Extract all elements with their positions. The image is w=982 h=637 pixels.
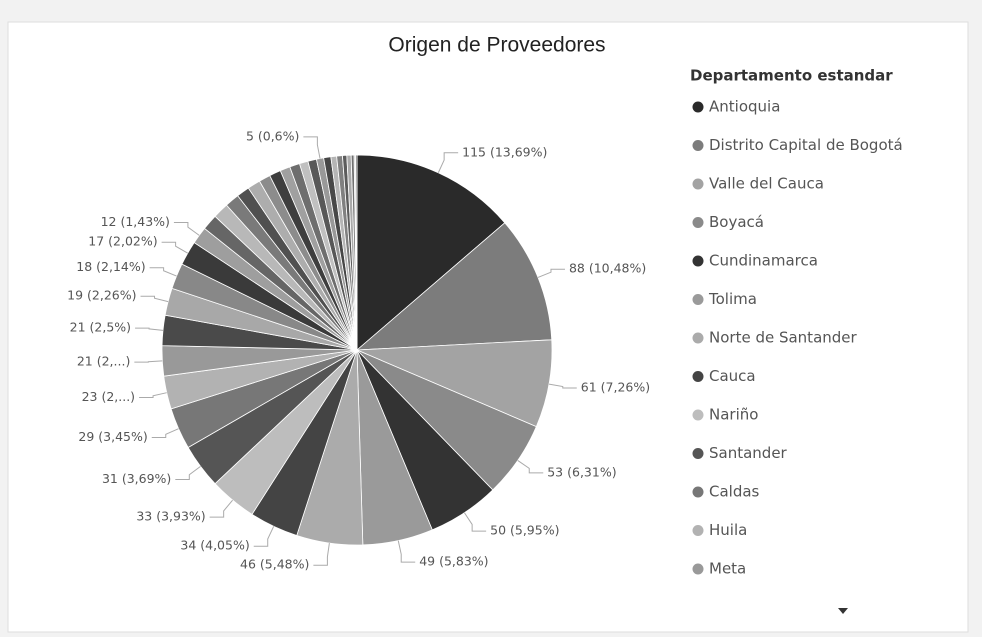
legend-label: Antioquia [709, 98, 780, 116]
legend-label: Santander [709, 444, 788, 462]
leader-line [537, 268, 565, 278]
leader-line [175, 465, 201, 481]
data-label: 49 (5,83%) [419, 554, 488, 569]
legend-label: Cundinamarca [709, 252, 818, 270]
legend-label: Nariño [709, 406, 758, 424]
leader-line [135, 327, 164, 331]
leader-line [140, 295, 169, 303]
leader-line [397, 540, 416, 563]
legend-marker [692, 101, 704, 113]
leader-line [173, 221, 200, 236]
data-label: 21 (2,...) [77, 354, 130, 369]
leader-line [437, 152, 459, 173]
chart-title: Origen de Proveedores [388, 34, 605, 57]
legend-label: Meta [709, 560, 746, 578]
data-label: 88 (10,48%) [569, 261, 646, 276]
data-label: 46 (5,48%) [240, 557, 309, 572]
data-label: 29 (3,45%) [78, 429, 147, 444]
leader-line [134, 360, 163, 363]
data-label: 115 (13,69%) [462, 144, 547, 159]
legend-label: Valle del Cauca [709, 175, 824, 193]
data-label: 53 (6,31%) [547, 464, 616, 479]
legend-marker [692, 486, 704, 498]
legend-marker [692, 217, 704, 228]
legend-marker [692, 371, 704, 382]
leader-line [464, 512, 487, 532]
leader-line [548, 383, 577, 389]
data-label: 31 (3,69%) [102, 471, 171, 486]
legend-marker [692, 448, 704, 459]
leader-line [303, 136, 321, 159]
data-label: 34 (4,05%) [180, 538, 249, 553]
legend-marker [692, 332, 704, 344]
pie-slice [355, 154, 358, 351]
data-label: 19 (2,26%) [67, 288, 136, 303]
leader-line [161, 241, 189, 254]
legend-label: Tolima [708, 290, 757, 308]
data-label: 17 (2,02%) [88, 234, 157, 249]
data-label: 12 (1,43%) [101, 214, 170, 229]
data-label: 23 (2,...) [82, 389, 135, 404]
legend-marker [692, 178, 704, 190]
data-label: 61 (7,26%) [581, 379, 650, 394]
leader-line [517, 460, 544, 474]
pie-slice [356, 154, 506, 351]
legend-marker [692, 140, 704, 151]
leader-line [209, 499, 233, 518]
data-label: 50 (5,95%) [490, 523, 559, 538]
legend-label: Norte de Santander [709, 329, 858, 347]
leader-line [139, 392, 167, 398]
pie-slice [355, 222, 553, 351]
legend-title: Departamento estandar [690, 67, 893, 85]
leader-line [253, 526, 275, 547]
legend-marker [692, 563, 704, 575]
data-label: 21 (2,5%) [70, 320, 131, 335]
legend-marker [692, 294, 704, 305]
leader-line [149, 267, 177, 277]
legend-label: Distrito Capital de Bogotá [709, 136, 903, 154]
legend-label: Huila [709, 521, 747, 539]
data-label: 33 (3,93%) [136, 509, 205, 524]
leader-line [313, 542, 330, 566]
legend-scroll[interactable] [838, 608, 848, 614]
legend-label: Caldas [709, 483, 760, 501]
data-label: 5 (0,6%) [246, 128, 299, 143]
legend-marker [692, 525, 704, 536]
legend-label: Boyacá [709, 213, 764, 231]
legend-marker [692, 255, 704, 267]
legend-marker [692, 409, 704, 421]
data-label: 18 (2,14%) [76, 259, 145, 274]
leader-line [151, 428, 179, 439]
legend-label: Cauca [709, 367, 756, 385]
